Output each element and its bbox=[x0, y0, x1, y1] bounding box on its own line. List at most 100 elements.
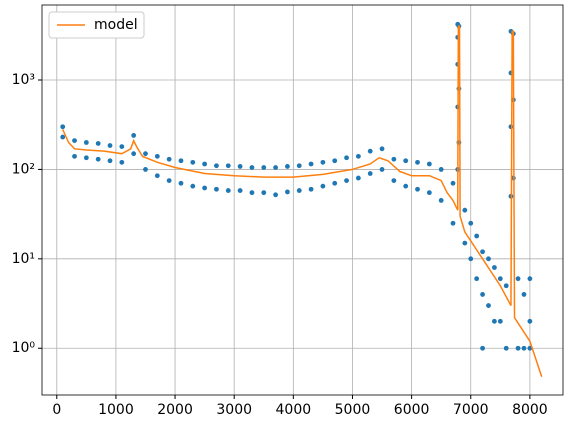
data-point bbox=[237, 164, 243, 169]
data-point bbox=[527, 318, 533, 324]
data-point bbox=[225, 188, 231, 193]
data-point bbox=[438, 198, 444, 203]
data-point bbox=[355, 153, 361, 159]
data-point bbox=[72, 138, 77, 144]
data-point bbox=[154, 173, 160, 179]
data-point bbox=[344, 178, 349, 183]
data-point bbox=[391, 178, 397, 183]
data-point bbox=[143, 151, 148, 157]
data-point bbox=[166, 156, 172, 162]
x-tick-label: 3000 bbox=[216, 402, 252, 418]
y-tick-label: 10¹ bbox=[12, 251, 35, 267]
data-point bbox=[83, 140, 89, 145]
data-point bbox=[474, 276, 480, 282]
data-point bbox=[486, 303, 491, 308]
data-point bbox=[143, 167, 148, 172]
data-point bbox=[462, 207, 468, 213]
data-point bbox=[320, 159, 326, 165]
data-point bbox=[261, 190, 267, 196]
data-point bbox=[438, 167, 444, 172]
data-point bbox=[468, 256, 474, 262]
data-point bbox=[249, 190, 255, 196]
data-point bbox=[202, 185, 208, 191]
data-point bbox=[107, 158, 113, 164]
data-point bbox=[450, 180, 456, 186]
data-point bbox=[119, 159, 125, 165]
data-point bbox=[273, 192, 278, 198]
data-point bbox=[468, 220, 474, 226]
data-point bbox=[332, 180, 338, 186]
data-point bbox=[450, 220, 456, 226]
data-point bbox=[355, 175, 361, 181]
data-point bbox=[95, 156, 101, 162]
data-point bbox=[415, 159, 420, 165]
data-point bbox=[521, 345, 527, 351]
data-point bbox=[415, 186, 420, 192]
data-point bbox=[249, 165, 255, 170]
data-point bbox=[480, 345, 485, 351]
x-tick-label: 6000 bbox=[394, 402, 430, 418]
data-point bbox=[480, 249, 485, 255]
data-point bbox=[503, 345, 509, 351]
data-point bbox=[285, 189, 290, 195]
data-point bbox=[497, 318, 503, 324]
data-point bbox=[308, 161, 314, 167]
data-point bbox=[178, 158, 184, 164]
data-point bbox=[521, 292, 527, 297]
data-point bbox=[178, 180, 184, 186]
data-point bbox=[492, 318, 497, 324]
data-point bbox=[367, 148, 373, 154]
y-tick-label: 10³ bbox=[12, 72, 35, 88]
data-point bbox=[379, 146, 385, 152]
data-point bbox=[474, 233, 480, 239]
data-point bbox=[379, 167, 385, 172]
data-point bbox=[332, 158, 338, 164]
data-point bbox=[237, 188, 243, 193]
data-point bbox=[119, 144, 125, 149]
data-point bbox=[72, 153, 77, 159]
data-point bbox=[202, 161, 208, 167]
data-point bbox=[107, 143, 113, 148]
data-point bbox=[296, 188, 302, 193]
data-point bbox=[190, 159, 196, 165]
data-point bbox=[426, 161, 432, 167]
data-point bbox=[391, 156, 397, 162]
legend-label: model bbox=[94, 17, 138, 33]
y-tick-label: 10² bbox=[12, 161, 35, 177]
data-point bbox=[367, 171, 373, 176]
data-point bbox=[403, 158, 409, 164]
data-point bbox=[95, 141, 101, 146]
data-point bbox=[508, 124, 514, 130]
data-point bbox=[225, 163, 231, 169]
data-point bbox=[426, 190, 432, 196]
data-point bbox=[60, 134, 66, 140]
data-point bbox=[190, 183, 196, 189]
data-point bbox=[456, 86, 462, 92]
x-tick-label: 2000 bbox=[157, 402, 193, 418]
model-line bbox=[62, 25, 543, 377]
plot-frame bbox=[41, 4, 564, 396]
data-point bbox=[273, 165, 278, 170]
x-tick-label: 8000 bbox=[512, 402, 548, 418]
data-point bbox=[515, 276, 521, 282]
x-tick-label: 5000 bbox=[335, 402, 371, 418]
data-point bbox=[344, 155, 349, 161]
data-point bbox=[285, 164, 290, 169]
data-point bbox=[492, 265, 497, 270]
data-point bbox=[296, 163, 302, 169]
x-tick-label: 4000 bbox=[276, 402, 312, 418]
data-point bbox=[480, 292, 485, 297]
data-point bbox=[83, 155, 89, 161]
data-point bbox=[214, 163, 219, 169]
data-point bbox=[154, 153, 160, 159]
data-point bbox=[166, 178, 172, 183]
data-point bbox=[308, 186, 314, 192]
x-tick-label: 7000 bbox=[453, 402, 489, 418]
data-point bbox=[503, 283, 509, 289]
x-tick-label: 1000 bbox=[98, 402, 134, 418]
y-tick-label: 10⁰ bbox=[12, 340, 36, 356]
data-point bbox=[214, 186, 219, 192]
data-point bbox=[462, 240, 468, 246]
data-point bbox=[320, 183, 326, 189]
